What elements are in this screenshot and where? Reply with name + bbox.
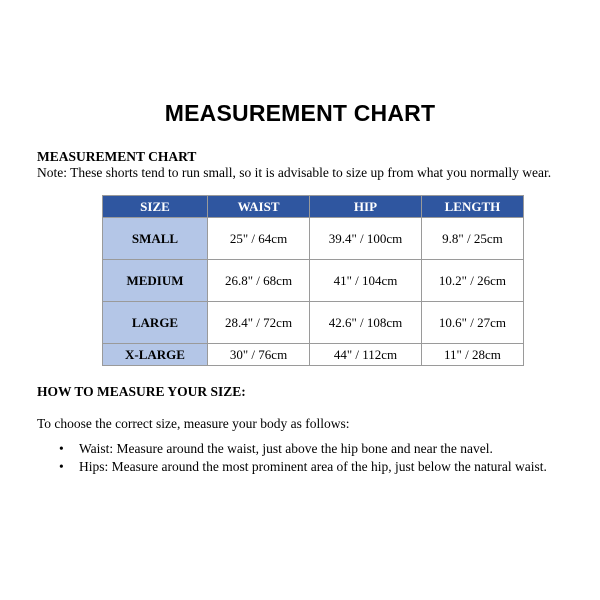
size-table: SIZE WAIST HIP LENGTH SMALL 25" / 64cm 3… [102,195,525,366]
page-title: MEASUREMENT CHART [164,100,436,126]
list-item: • Hips: Measure around the most prominent… [59,458,547,476]
waist-cell: 30" / 76cm [206,343,311,366]
size-cell: LARGE [102,301,208,344]
hip-cell: 42.6" / 108cm [309,301,422,344]
measure-list: • Waist: Measure around the waist, just a… [37,440,547,476]
hip-cell: 41" / 104cm [309,259,422,302]
header-length: LENGTH [420,195,525,218]
section-heading: MEASUREMENT CHART [37,149,197,164]
size-cell: SMALL [102,217,208,260]
how-to-heading: HOW TO MEASURE YOUR SIZE: [37,384,246,399]
waist-cell: 26.8" / 68cm [206,259,311,302]
list-item: • Waist: Measure around the waist, just a… [59,440,547,458]
header-waist: WAIST [206,195,311,218]
bullet-icon: • [59,459,64,474]
length-cell: 10.6" / 27cm [420,301,525,344]
table-header-row: SIZE WAIST HIP LENGTH [102,195,525,218]
size-cell: X-LARGE [102,343,208,366]
bullet-icon: • [59,441,64,456]
hip-cell: 39.4" / 100cm [309,217,422,260]
table-row: SMALL 25" / 64cm 39.4" / 100cm 9.8" / 25… [102,217,525,260]
table-row: X-LARGE 30" / 76cm 44" / 112cm 11" / 28c… [102,343,525,366]
table-row: MEDIUM 26.8" / 68cm 41" / 104cm 10.2" / … [102,259,525,302]
sizing-note: Note: These shorts tend to run small, so… [37,165,552,180]
list-item-text: Waist: Measure around the waist, just ab… [79,441,493,456]
length-cell: 9.8" / 25cm [420,217,525,260]
list-item-text: Hips: Measure around the most prominent … [79,459,547,474]
how-to-intro: To choose the correct size, measure your… [37,416,350,431]
header-size: SIZE [102,195,208,218]
length-cell: 11" / 28cm [420,343,525,366]
size-cell: MEDIUM [102,259,208,302]
table-row: LARGE 28.4" / 72cm 42.6" / 108cm 10.6" /… [102,301,525,344]
waist-cell: 25" / 64cm [206,217,311,260]
length-cell: 10.2" / 26cm [420,259,525,302]
waist-cell: 28.4" / 72cm [206,301,311,344]
hip-cell: 44" / 112cm [309,343,422,366]
header-hip: HIP [309,195,422,218]
